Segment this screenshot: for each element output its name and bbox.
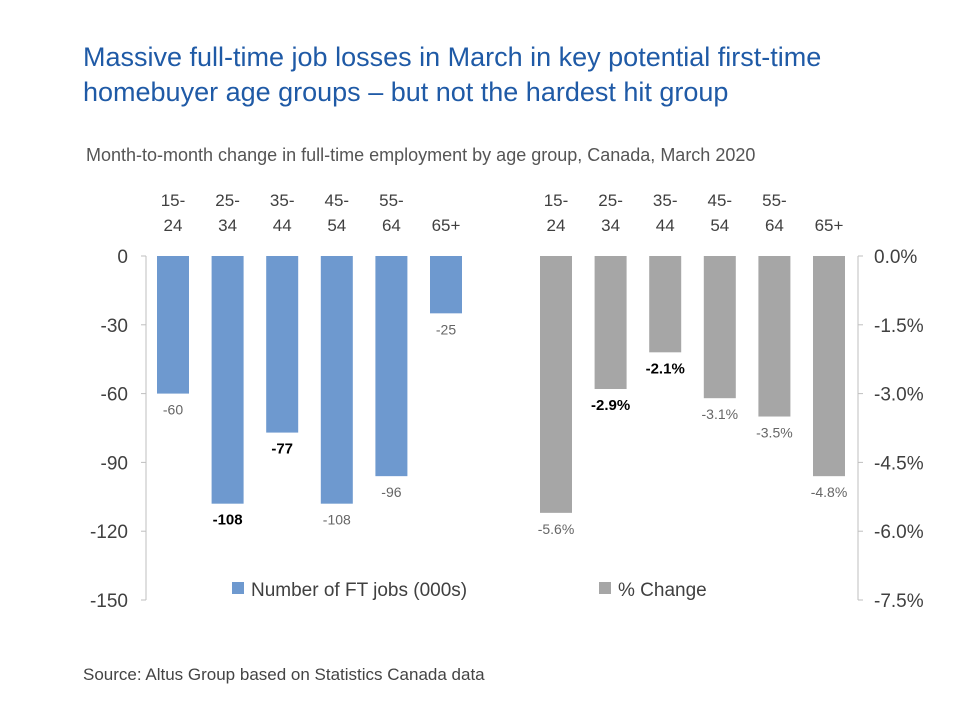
- pct-category-label: 25-: [598, 191, 623, 210]
- pct-data-label: -2.9%: [591, 397, 630, 414]
- legend-label-pct: % Change: [618, 580, 707, 601]
- pct-data-label: -5.6%: [538, 521, 575, 537]
- right-axis-tick-label: -1.5%: [874, 316, 924, 337]
- chart-subtitle: Month-to-month change in full-time emplo…: [86, 145, 756, 165]
- right-axis-tick-label: -3.0%: [874, 385, 924, 406]
- pct-category-label: 64: [765, 216, 784, 235]
- legend-label-jobs: Number of FT jobs (000s): [251, 580, 467, 601]
- pct-category-label: 45-: [708, 191, 733, 210]
- right-axis-tick-label: -4.5%: [874, 453, 924, 474]
- left-axis-tick-label: 0: [117, 247, 128, 268]
- jobs-category-label: 34: [218, 216, 237, 235]
- pct-bar: [540, 256, 572, 513]
- left-axis-tick-label: -150: [90, 591, 128, 612]
- source-note: Source: Altus Group based on Statistics …: [83, 665, 485, 684]
- pct-data-label: -2.1%: [646, 360, 685, 377]
- jobs-category-label: 44: [273, 216, 292, 235]
- pct-category-label: 54: [710, 216, 729, 235]
- right-axis-tick-label: 0.0%: [874, 247, 917, 268]
- jobs-bar: [430, 256, 462, 314]
- left-axis-tick-label: -30: [101, 316, 128, 337]
- jobs-data-label: -77: [271, 441, 293, 458]
- jobs-category-label: 45-: [325, 191, 350, 210]
- jobs-data-label: -60: [163, 402, 183, 418]
- chart-title-line1: Massive full-time job losses in March in…: [83, 42, 822, 72]
- jobs-bar: [375, 256, 408, 477]
- jobs-bar: [320, 256, 353, 504]
- pct-bar: [594, 256, 627, 390]
- legend-swatch-jobs: [232, 582, 244, 594]
- pct-category-label: 55-: [762, 191, 787, 210]
- left-axis-tick-label: -90: [101, 453, 128, 474]
- jobs-category-label: 25-: [215, 191, 240, 210]
- legend-swatch-pct: [599, 582, 611, 594]
- left-axis-tick-label: -60: [101, 385, 128, 406]
- jobs-data-label: -96: [381, 484, 401, 500]
- jobs-bar: [157, 256, 189, 394]
- right-axis-tick-label: -6.0%: [874, 522, 924, 543]
- pct-category-label: 15-: [544, 191, 569, 210]
- jobs-category-label: 55-: [379, 191, 404, 210]
- jobs-category-label: 64: [382, 216, 401, 235]
- pct-data-label: -3.5%: [756, 425, 793, 441]
- pct-data-label: -4.8%: [811, 484, 848, 500]
- pct-bar: [703, 256, 736, 399]
- pct-category-label: 34: [601, 216, 620, 235]
- pct-bar: [758, 256, 791, 417]
- pct-data-label: -3.1%: [702, 406, 739, 422]
- pct-category-label: 35-: [653, 191, 678, 210]
- right-axis-tick-label: -7.5%: [874, 591, 924, 612]
- pct-category-label: 24: [547, 216, 566, 235]
- jobs-data-label: -25: [436, 321, 456, 337]
- jobs-bar: [211, 256, 244, 504]
- jobs-category-label: 35-: [270, 191, 295, 210]
- pct-category-label: 65+: [815, 216, 844, 235]
- pct-category-label: 44: [656, 216, 675, 235]
- jobs-category-label: 65+: [432, 216, 461, 235]
- pct-bar: [813, 256, 845, 477]
- jobs-data-label: -108: [323, 512, 351, 528]
- jobs-bar: [266, 256, 299, 433]
- pct-bar: [649, 256, 682, 353]
- jobs-category-label: 24: [164, 216, 183, 235]
- jobs-category-label: 15-: [161, 191, 186, 210]
- chart-title-line2: homebuyer age groups – but not the harde…: [83, 77, 729, 107]
- jobs-data-label: -108: [213, 512, 243, 529]
- jobs-category-label: 54: [327, 216, 346, 235]
- left-axis-tick-label: -120: [90, 522, 128, 543]
- chart-title: Massive full-time job losses in March in…: [83, 40, 963, 110]
